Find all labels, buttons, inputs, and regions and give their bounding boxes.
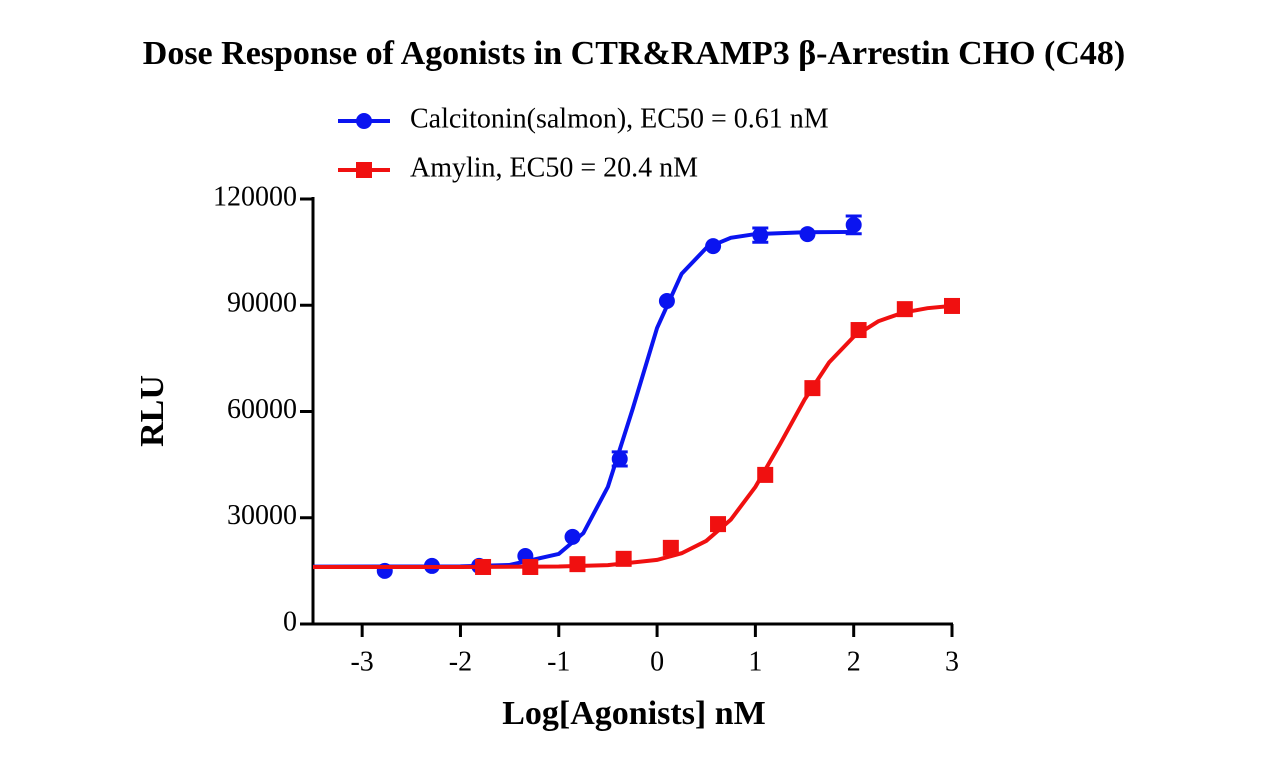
fit-curve <box>312 303 953 569</box>
data-point <box>752 227 769 244</box>
x-tick-label: 0 <box>650 646 664 677</box>
legend-marker <box>356 113 372 129</box>
data-point <box>564 528 581 545</box>
x-tick-label: -1 <box>547 646 570 677</box>
data-point <box>944 297 960 314</box>
y-tick-label: 30000 <box>227 500 297 531</box>
y-axis-label: RLU <box>134 375 171 447</box>
data-point <box>845 216 862 233</box>
data-point <box>522 558 539 575</box>
x-tick-label: 3 <box>945 646 959 677</box>
data-point <box>615 550 632 567</box>
x-tick-label: -2 <box>449 646 472 677</box>
data-point <box>804 380 821 397</box>
data-point <box>611 450 628 467</box>
y-tick-label: 60000 <box>227 394 297 425</box>
x-axis-label: Log[Agonists] nM <box>502 695 766 732</box>
y-tick-label: 90000 <box>227 288 297 319</box>
data-point <box>850 322 867 339</box>
legend-label: Amylin, EC50 = 20.4 nM <box>410 152 698 183</box>
x-tick-label: 2 <box>847 646 861 677</box>
data-point <box>757 466 774 483</box>
data-point <box>475 558 492 575</box>
data-point <box>710 516 727 533</box>
data-point <box>658 293 675 309</box>
data-point <box>799 226 816 243</box>
data-point <box>569 556 586 573</box>
legend-marker <box>356 162 372 178</box>
data-point <box>896 301 913 318</box>
x-tick-label: -3 <box>350 646 373 677</box>
legend-label: Calcitonin(salmon), EC50 = 0.61 nM <box>410 103 829 134</box>
x-tick-label: 1 <box>748 646 762 677</box>
y-tick-label: 0 <box>283 606 297 637</box>
data-point <box>705 238 722 255</box>
chart-title: Dose Response of Agonists in CTR&RAMP3 β… <box>143 35 1125 72</box>
fit-curve <box>312 229 854 569</box>
data-point <box>662 539 679 556</box>
y-tick-label: 120000 <box>213 181 297 212</box>
